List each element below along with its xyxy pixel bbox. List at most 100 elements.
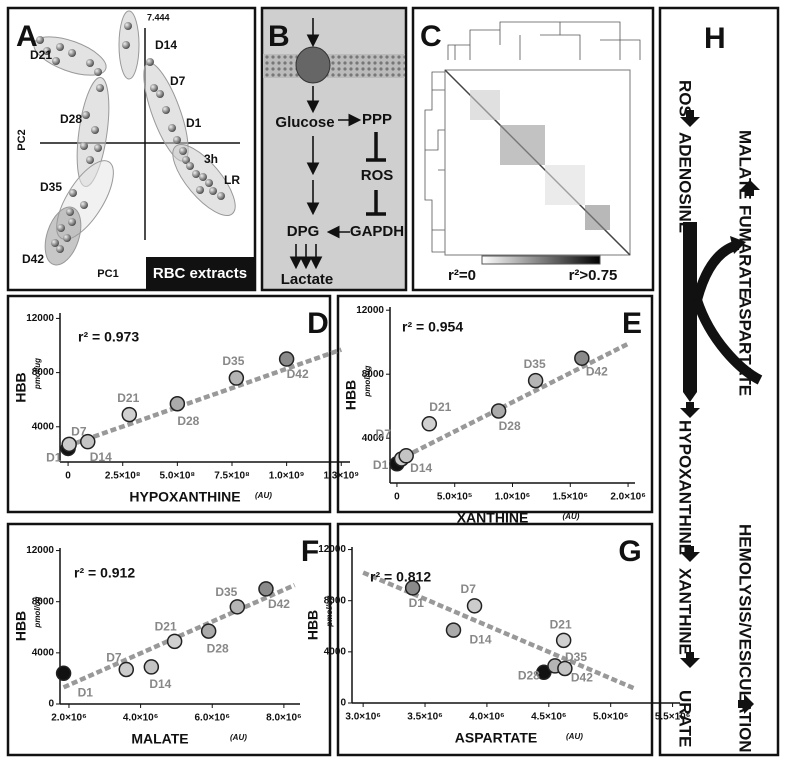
data-point (118, 661, 135, 678)
y-tick-label: 8000 (32, 367, 55, 378)
point-label: D14 (469, 632, 491, 646)
sample-spheres (36, 22, 225, 253)
node: Glucose (275, 114, 334, 131)
x-tick-label: 1.0×10⁶ (495, 492, 530, 503)
data-point (166, 633, 183, 650)
y-axis-unit: pmol/ug (33, 596, 42, 628)
data-point (169, 396, 186, 412)
point-label: D1 (373, 458, 389, 472)
r2-label: r² = 0.973 (78, 329, 139, 345)
x-axis-title: XANTHINE (457, 510, 529, 526)
x-tick-label: 1.5×10⁶ (553, 492, 588, 503)
axis-max-label: 7.444 (147, 12, 170, 22)
group-label: D21 (30, 48, 52, 62)
metabolite: XANTHINE (676, 568, 695, 655)
data-point (466, 598, 483, 614)
point-label: D14 (410, 461, 432, 475)
y-tick-label: 8000 (32, 596, 55, 607)
point-label: D28 (518, 668, 540, 682)
trend-line (362, 570, 637, 692)
point-label: D21 (117, 391, 139, 405)
color-scale (481, 255, 601, 265)
panel-e-frame (336, 294, 654, 514)
cluster-block (585, 205, 610, 230)
x-tick-label: 2.5×10⁸ (105, 471, 141, 482)
curved-arrow (692, 298, 763, 385)
panel-a-frame (6, 6, 257, 292)
r2-label: r² = 0.954 (402, 319, 463, 335)
trend-line (67, 347, 343, 448)
panel-c-frame (411, 6, 655, 292)
data-point (404, 580, 421, 596)
panel-letter: C (420, 20, 442, 53)
axis-label: PC2 (16, 129, 28, 150)
panel-a: A 7.444 D21 D14 D7 D28 D1 3h LR D35 D42 … (16, 10, 255, 290)
point-label: D42 (586, 364, 608, 378)
point-label: D35 (524, 357, 546, 371)
x-tick-label: 0 (65, 471, 71, 482)
y-tick-label: 8000 (362, 369, 385, 380)
point-label: D28 (177, 414, 199, 428)
top-dendrogram (447, 21, 641, 60)
cluster-block (545, 165, 585, 205)
y-tick-label: 12000 (356, 305, 384, 316)
point-label: D14 (149, 677, 171, 691)
x-tick-label: 7.5×10⁸ (214, 471, 250, 482)
y-tick-label: 12000 (318, 544, 346, 555)
data-point (228, 370, 245, 386)
data-point (421, 416, 438, 432)
point-label: D7 (106, 651, 122, 665)
data-point (258, 581, 274, 597)
data-point (80, 433, 96, 450)
panel-letter: B (268, 20, 290, 53)
x-tick-label: 1.0×10⁹ (269, 471, 305, 482)
point-label: D28 (207, 641, 229, 655)
r2-label: r² = 0.912 (74, 565, 135, 581)
point-label: D35 (222, 354, 244, 368)
panel-c: C r²=0 r²>0.75 (420, 20, 641, 284)
y-tick-label: 0 (48, 699, 54, 710)
x-tick-label: 4.5×10⁶ (531, 712, 566, 723)
panel-d-frame (6, 294, 332, 514)
pathway-arrows (680, 110, 760, 714)
point-label: D28 (499, 419, 521, 433)
panel-f-frame (6, 522, 332, 757)
data-point (445, 622, 462, 638)
scale-max: r²>0.75 (569, 267, 618, 284)
data-point (200, 623, 217, 639)
data-point (398, 448, 414, 464)
node: DPG (287, 223, 320, 240)
y-axis-title: HBB (13, 372, 29, 402)
point-label: D35 (565, 650, 587, 664)
left-dendrogram (424, 71, 445, 253)
x-axis-unit: (AU) (566, 732, 583, 741)
x-axis-unit: (AU) (255, 491, 272, 500)
node: ROS (361, 167, 394, 184)
x-axis-title: ASPARTATE (455, 730, 537, 746)
group-label: D7 (170, 74, 186, 88)
x-tick-label: 8.0×10⁶ (266, 713, 301, 724)
x-tick-label: 0 (394, 492, 400, 503)
panel-g-frame (336, 522, 654, 757)
point-label: D1 (78, 685, 94, 699)
y-axis-title: HBB (305, 610, 321, 640)
y-axis-unit: pmol/ug (325, 595, 334, 627)
x-tick-label: 5.0×10⁵ (437, 492, 473, 503)
panel-b: B Glucose PPP ROS DPG GAPDH Lactate (263, 18, 405, 288)
panel-letter: F (301, 535, 319, 568)
x-tick-label: 3.0×10⁶ (345, 712, 380, 723)
y-axis-unit: pmol/ug (363, 365, 372, 397)
data-point (278, 351, 295, 367)
transporter (295, 46, 331, 84)
panel-h: H ROS ADENOSINE HYPOXANTHINE XANTHINE UR… (676, 22, 763, 753)
node: Lactate (281, 271, 334, 288)
x-axis-unit: (AU) (563, 512, 580, 521)
point-label: D21 (155, 620, 177, 634)
panel-h-frame (658, 6, 780, 757)
point-label: D42 (287, 367, 309, 381)
x-tick-label: 5.5×10⁶ (655, 712, 690, 723)
scale-min: r²=0 (448, 267, 476, 284)
y-axis-unit: pmol/ug (33, 358, 42, 390)
curved-arrow (692, 240, 740, 302)
